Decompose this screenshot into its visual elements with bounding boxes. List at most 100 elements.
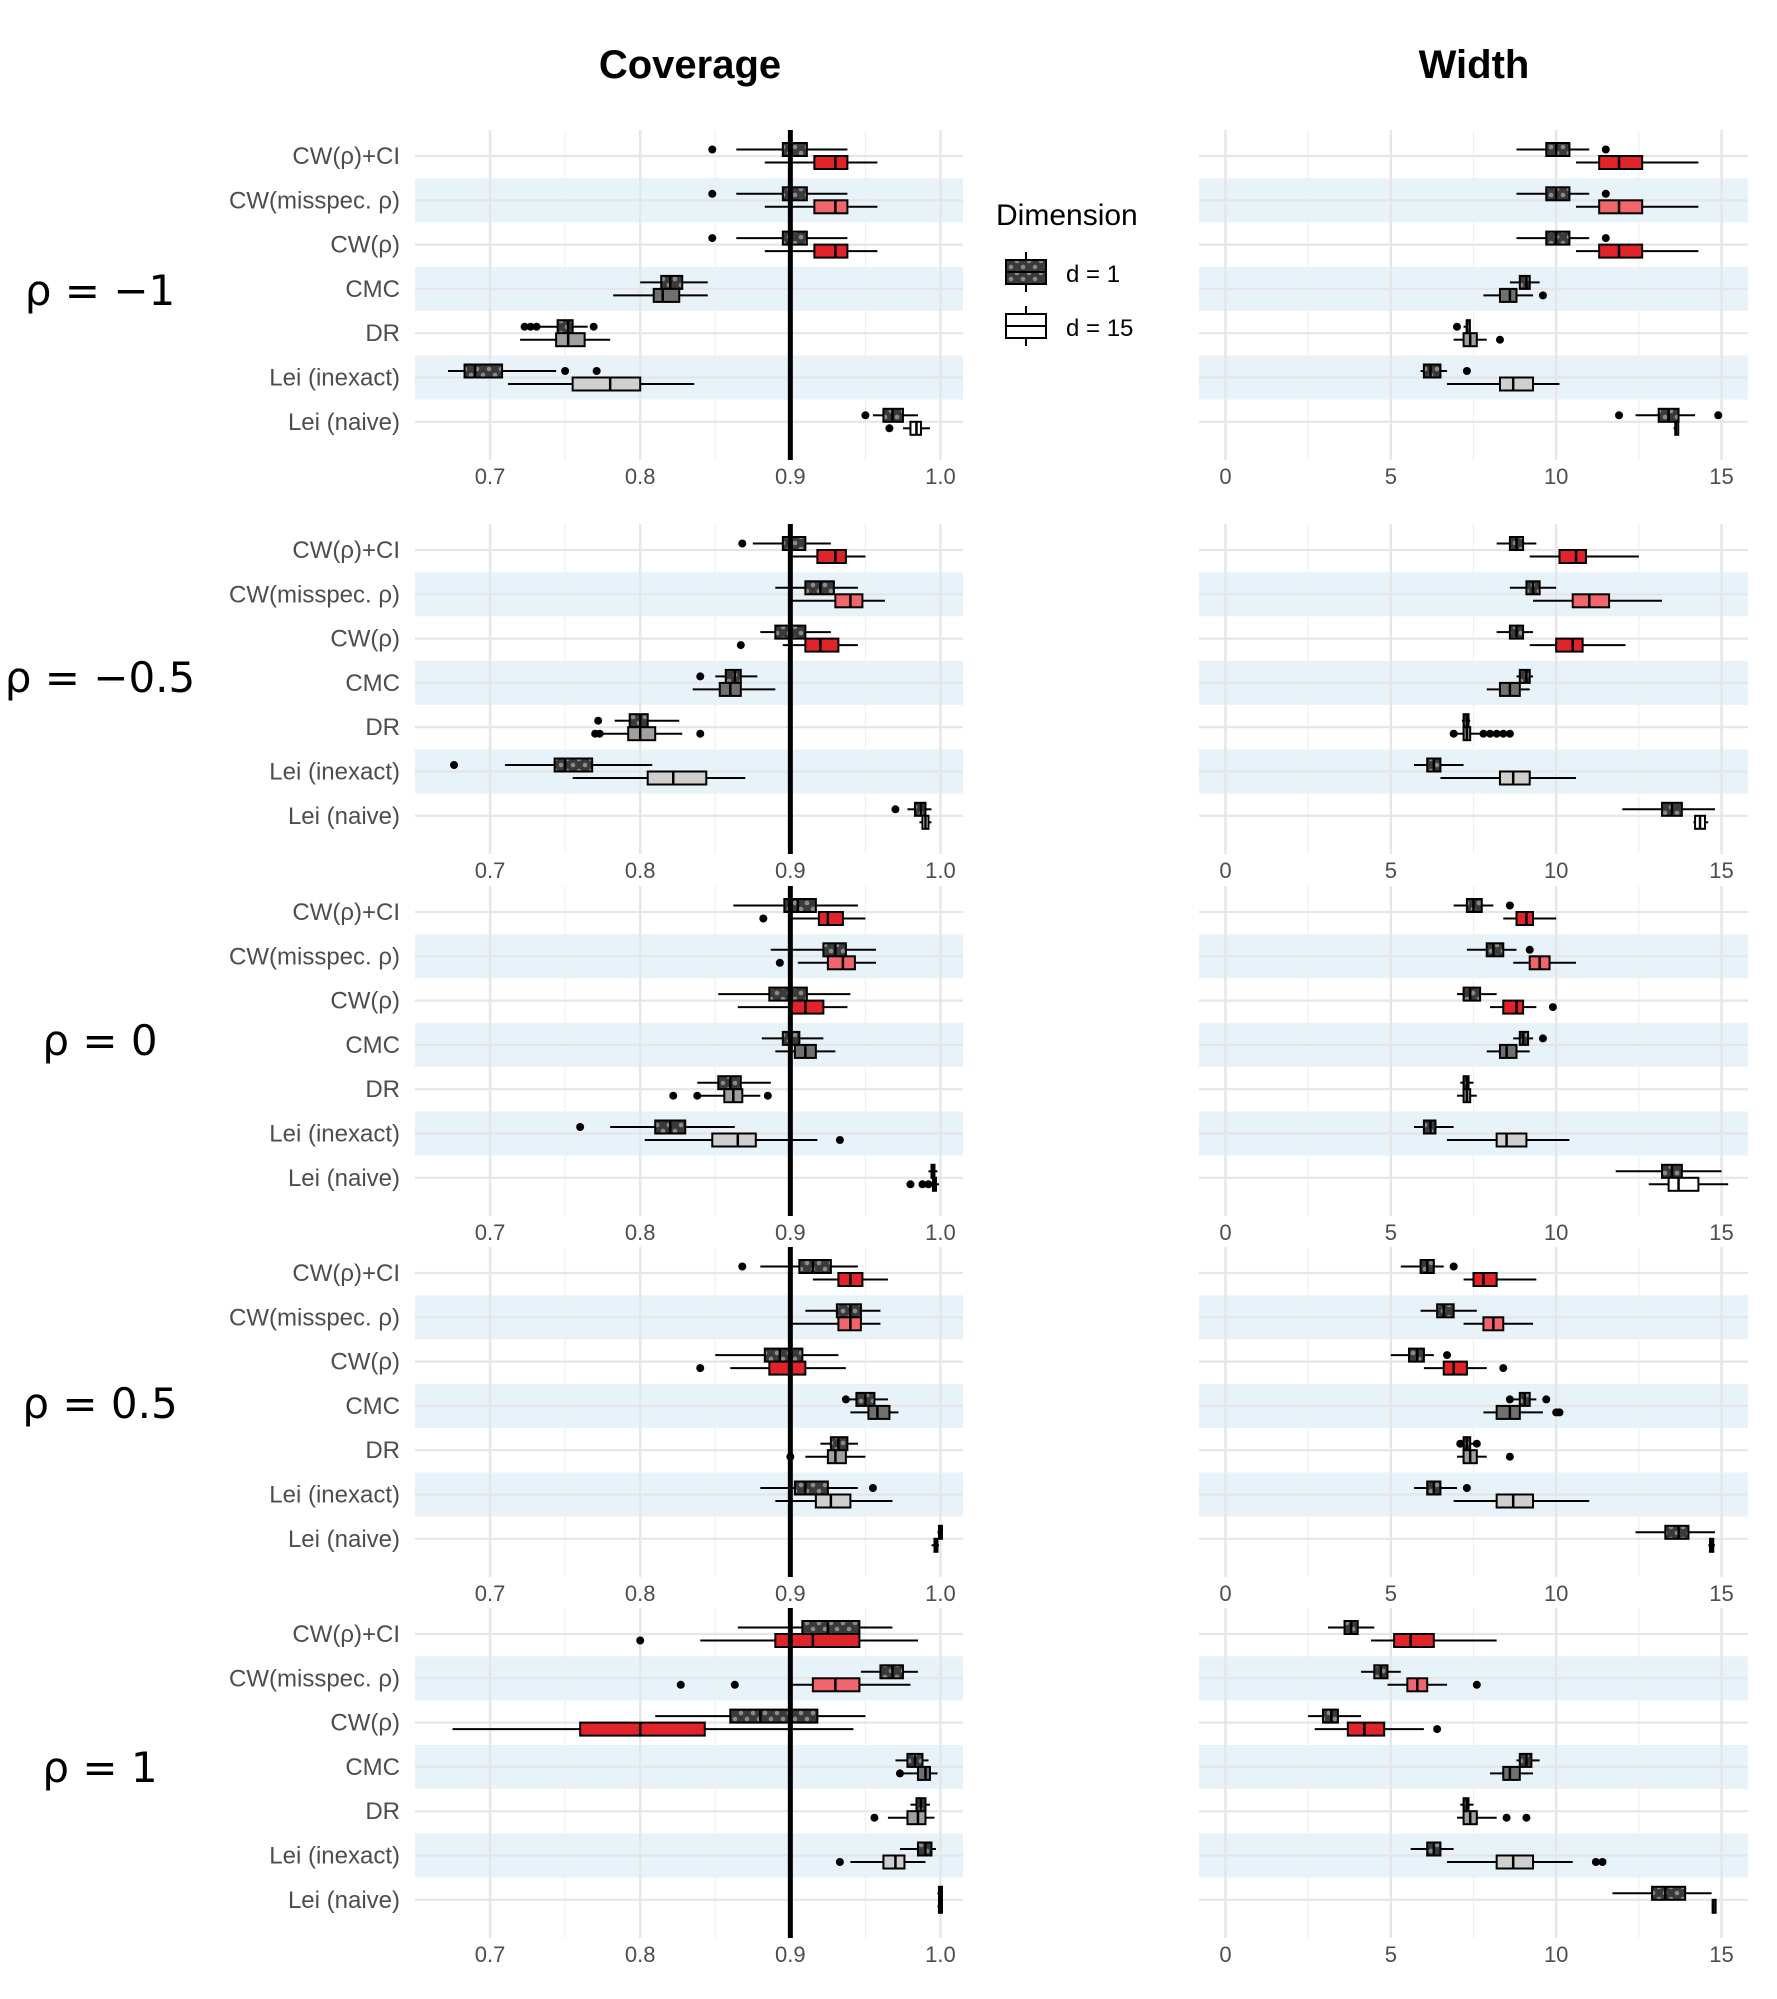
- outlier: [759, 914, 768, 923]
- box-cmc-d15: [692, 681, 776, 697]
- x-tick-label: 5: [1385, 1220, 1397, 1245]
- category-label-cmc: CMC: [345, 1032, 400, 1059]
- outlier: [520, 322, 529, 331]
- box-lei-naive-d15: [931, 1537, 939, 1553]
- x-tick-label: 10: [1544, 1220, 1568, 1245]
- box-cmc-d1: [1509, 274, 1540, 290]
- x-tick-label: 0.8: [625, 1220, 656, 1245]
- x-tick-label: 0.9: [775, 858, 806, 883]
- box-cmc-d1: [1516, 1752, 1540, 1768]
- box-cw-ci-d15: [764, 155, 878, 170]
- x-tick-label: 0: [1219, 1942, 1231, 1967]
- x-tick-label: 0.7: [475, 1581, 506, 1606]
- box: [556, 319, 574, 335]
- box-cw-d1: [1516, 230, 1610, 246]
- box-cw-misspec-d15: [1463, 1316, 1534, 1332]
- box: [724, 668, 742, 684]
- box: [553, 757, 594, 773]
- x-tick-label: 1.0: [925, 464, 956, 489]
- box-lei-naive-d15: [885, 420, 930, 436]
- box-lei-naive-d15: [1693, 814, 1709, 830]
- box-lei-naive-d15: [1648, 1176, 1729, 1192]
- box-lei-naive-d1: [1615, 407, 1723, 423]
- x-tick-label: 1.0: [925, 1220, 956, 1245]
- box-cw-d15: [737, 999, 848, 1015]
- outlier: [589, 322, 598, 331]
- box-cw-misspec-d1: [1509, 580, 1557, 596]
- box: [813, 199, 849, 215]
- box-lei-inexact-d15: [1447, 1854, 1607, 1870]
- legend-label-d15: d = 15: [1066, 315, 1133, 342]
- box: [768, 1360, 807, 1376]
- box-dr-d15: [591, 726, 705, 742]
- box-cw-d15: [1423, 1360, 1508, 1376]
- box-cmc-d15: [613, 287, 708, 303]
- box: [1545, 230, 1571, 246]
- box-lei-naive-d15: [1673, 420, 1680, 436]
- outlier: [870, 1813, 879, 1822]
- box: [774, 1633, 861, 1648]
- outlier: [1505, 1452, 1514, 1461]
- box-dr-d1: [820, 1436, 858, 1452]
- x-tick-label: 0.8: [625, 858, 656, 883]
- outlier: [1495, 335, 1504, 344]
- outlier: [1505, 901, 1514, 910]
- box-lei-naive-d1: [937, 1885, 943, 1901]
- box-lei-inexact-d15: [1453, 1493, 1590, 1509]
- box: [1462, 986, 1482, 1002]
- box-cw-ci-d1: [737, 1620, 893, 1635]
- legend-key-d1: [1005, 252, 1047, 292]
- box: [1422, 363, 1442, 379]
- box-cmc-d1: [640, 274, 708, 290]
- x-tick-label: 0.8: [625, 1581, 656, 1606]
- outlier: [1555, 1408, 1564, 1417]
- x-tick-label: 15: [1709, 464, 1733, 489]
- box-cw-misspec-d15: [790, 1316, 881, 1332]
- box-lei-inexact-d1: [576, 1119, 735, 1135]
- box-lei-naive-d1: [1635, 1524, 1715, 1540]
- box: [801, 1620, 861, 1635]
- box-lei-naive-d15: [1711, 1898, 1717, 1914]
- box-dr-d1: [1460, 1797, 1474, 1813]
- box-cw-ci-d15: [759, 911, 866, 926]
- panel-label: ρ = 1: [42, 1743, 157, 1792]
- outlier: [1433, 1725, 1442, 1734]
- box: [1598, 243, 1644, 259]
- box-cmc-d1: [1516, 668, 1534, 684]
- panel-2: ρ = −0.5 CW(ρ)+CI CW(misspec. ρ) CW(ρ) CMC DR…: [5, 524, 1748, 883]
- box-cw-d15: [452, 1721, 854, 1737]
- box-cw-misspec-d1: [1466, 942, 1534, 958]
- box-cw-ci-d15: [1503, 911, 1557, 926]
- box: [729, 1708, 819, 1724]
- box-cw-ci-d15: [1463, 1272, 1537, 1287]
- box-cmc-d15: [850, 1404, 899, 1420]
- box: [813, 243, 849, 259]
- box: [628, 713, 649, 729]
- box-cw-d15: [1314, 1721, 1442, 1737]
- panel-1: ρ = −1 CW(ρ)+CI CW(misspec. ρ) CW(ρ) CMC DR Le…: [25, 130, 1748, 489]
- box: [1495, 1493, 1535, 1509]
- box: [1545, 142, 1571, 157]
- x-tick-label: 10: [1544, 858, 1568, 883]
- box: [1498, 287, 1518, 303]
- outlier: [526, 322, 535, 331]
- box-cw-ci-d15: [1370, 1633, 1497, 1648]
- coverage-subplot: 0.7 0.8 0.9 1.0: [415, 1608, 963, 1967]
- category-label-lei-naive: Lei (naive): [288, 409, 400, 436]
- box-cw-ci-d1: [738, 536, 831, 551]
- box: [555, 332, 586, 348]
- box-cw-d1: [760, 624, 831, 640]
- width-subplot: 0 5 10 15: [1199, 1247, 1748, 1606]
- outlier: [1486, 729, 1495, 738]
- box-cw-misspec-d15: [775, 955, 876, 971]
- box: [1502, 999, 1525, 1015]
- outlier: [561, 367, 570, 375]
- box: [646, 770, 708, 786]
- outlier: [1601, 145, 1610, 154]
- box-cw-d1: [1308, 1708, 1362, 1724]
- box: [1436, 1303, 1455, 1319]
- category-label-dr: DR: [365, 1437, 400, 1464]
- box-lei-inexact-d15: [1447, 376, 1560, 392]
- outlier: [1714, 411, 1723, 420]
- box: [804, 637, 840, 653]
